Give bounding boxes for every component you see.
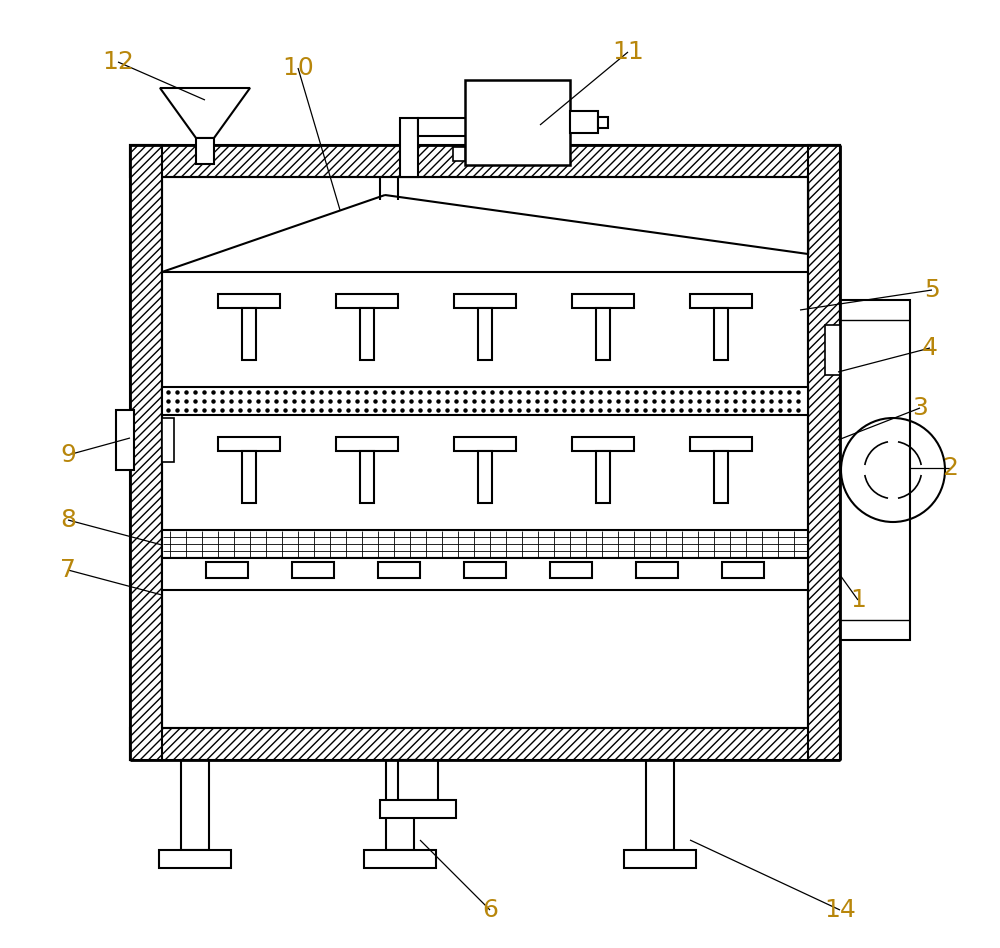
Bar — [572, 294, 634, 308]
Bar — [598, 117, 608, 128]
Bar — [398, 760, 438, 800]
Text: 1: 1 — [850, 588, 866, 612]
Text: 9: 9 — [60, 443, 76, 467]
Bar — [454, 437, 516, 451]
Bar — [159, 850, 231, 868]
Bar — [840, 300, 910, 640]
Bar — [242, 308, 256, 360]
Bar — [162, 387, 808, 415]
Bar — [714, 451, 728, 503]
Bar — [808, 145, 840, 760]
Text: 10: 10 — [282, 56, 314, 80]
Bar — [378, 562, 420, 578]
Text: 11: 11 — [612, 40, 644, 64]
Bar — [116, 410, 134, 470]
Bar — [690, 294, 752, 308]
Bar — [400, 118, 418, 177]
Bar — [130, 145, 162, 760]
Bar — [292, 562, 334, 578]
Bar — [453, 147, 465, 161]
Bar — [636, 562, 678, 578]
Bar — [380, 800, 456, 818]
Bar — [360, 308, 374, 360]
Bar — [162, 558, 808, 590]
Bar — [196, 138, 214, 164]
Bar — [162, 418, 174, 462]
Bar — [646, 760, 674, 850]
Bar — [242, 451, 256, 503]
Bar — [478, 308, 492, 360]
Bar — [596, 451, 610, 503]
Bar — [336, 437, 398, 451]
Bar — [181, 760, 209, 850]
Text: 14: 14 — [824, 898, 856, 922]
Bar — [570, 111, 598, 133]
Bar — [572, 437, 634, 451]
Bar — [596, 308, 610, 360]
Text: 3: 3 — [912, 396, 928, 420]
Bar — [714, 308, 728, 360]
Polygon shape — [160, 88, 250, 138]
Text: 12: 12 — [102, 50, 134, 74]
Bar — [336, 294, 398, 308]
Bar — [454, 294, 516, 308]
Bar — [418, 118, 475, 136]
Bar — [478, 451, 492, 503]
Text: 4: 4 — [922, 336, 938, 360]
Bar — [690, 437, 752, 451]
Bar — [550, 562, 592, 578]
Bar — [130, 728, 840, 760]
Text: 8: 8 — [60, 508, 76, 532]
Bar — [218, 294, 280, 308]
Bar — [386, 760, 414, 850]
Bar — [218, 437, 280, 451]
Bar — [465, 80, 570, 165]
Bar — [722, 562, 764, 578]
Bar — [130, 145, 840, 177]
Bar — [464, 562, 506, 578]
Bar — [360, 451, 374, 503]
Text: 5: 5 — [924, 278, 940, 302]
Text: 7: 7 — [60, 558, 76, 582]
Bar — [364, 850, 436, 868]
Bar — [162, 530, 808, 558]
Bar — [825, 325, 840, 375]
Bar — [206, 562, 248, 578]
Text: 6: 6 — [482, 898, 498, 922]
Bar — [624, 850, 696, 868]
Text: 2: 2 — [942, 456, 958, 480]
